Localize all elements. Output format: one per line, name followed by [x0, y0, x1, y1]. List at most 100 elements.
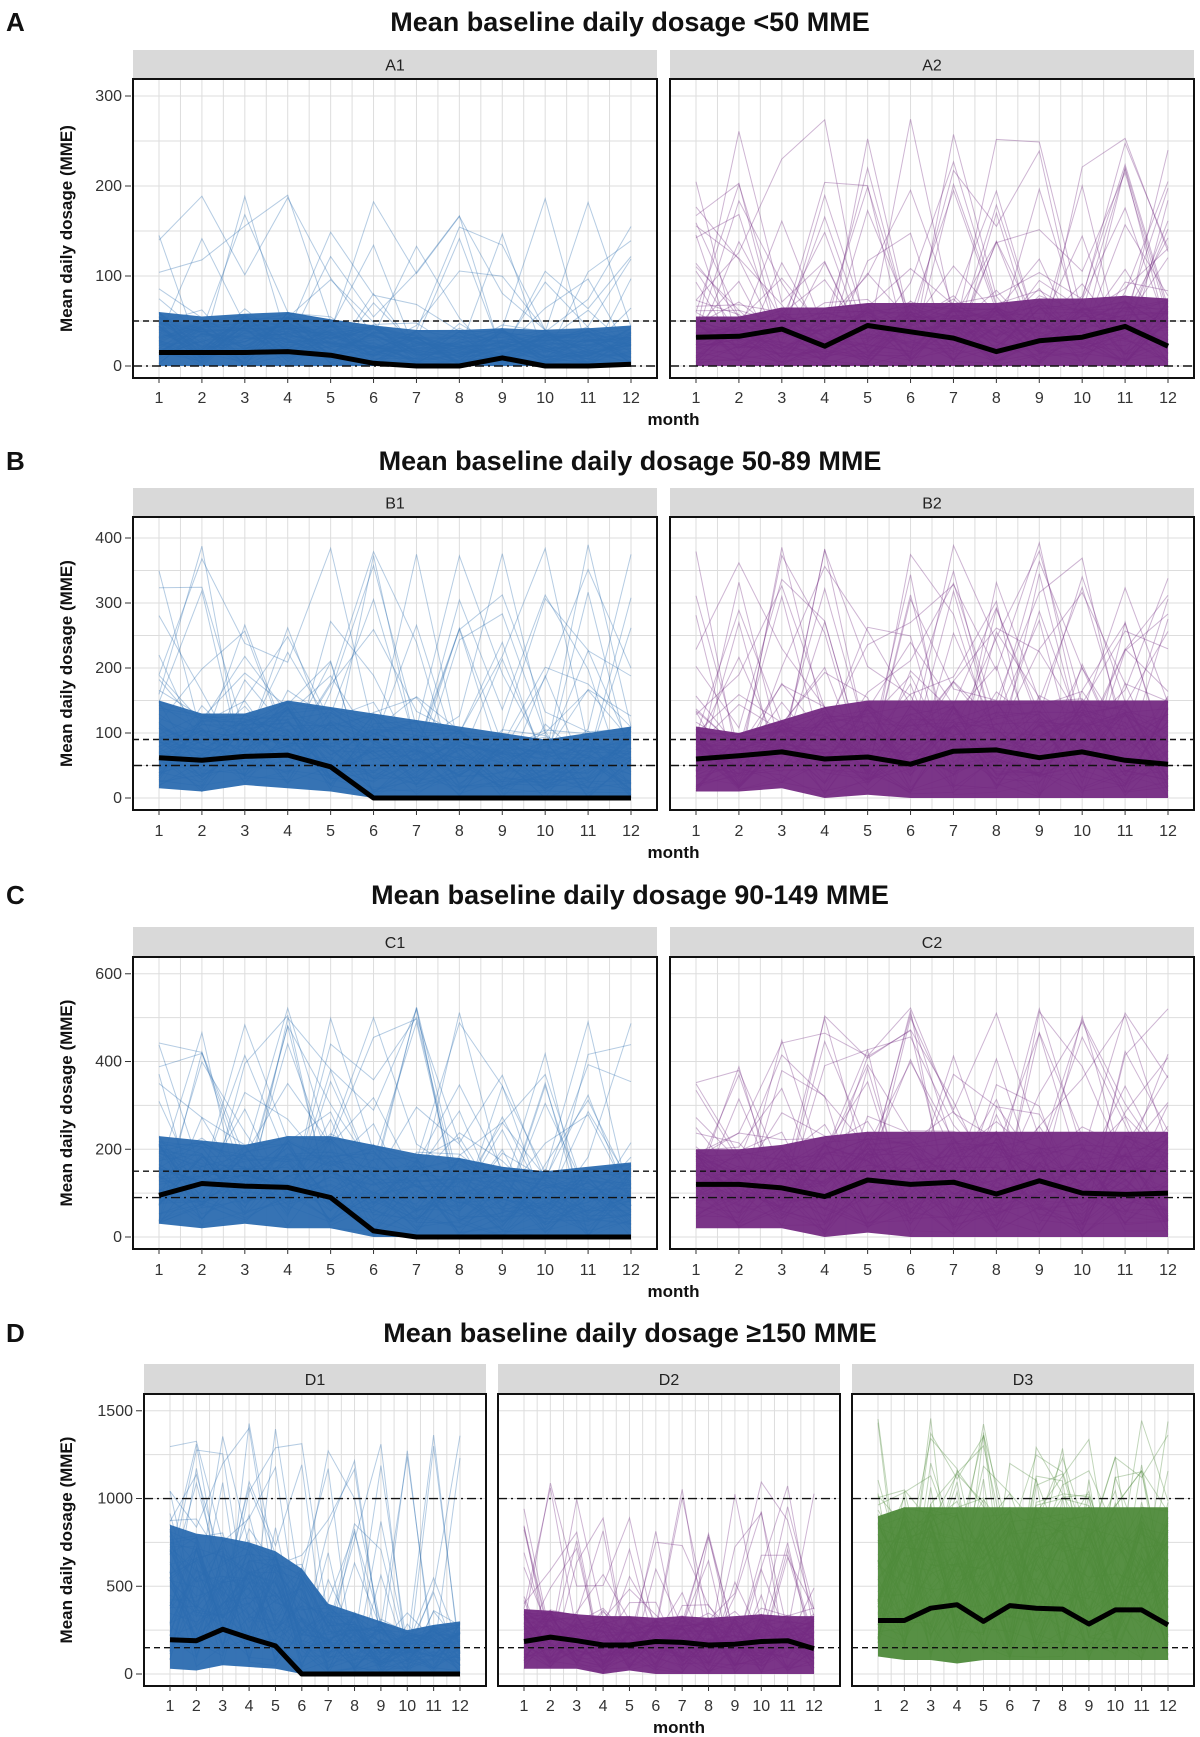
- x-tick-label: 6: [369, 390, 378, 407]
- x-tick-label: 8: [350, 1698, 359, 1715]
- x-tick-label: 4: [283, 1262, 292, 1279]
- trajectory-line: [158, 1014, 632, 1238]
- mean-trajectory-line: [159, 349, 632, 369]
- y-tick-label: 300: [95, 595, 122, 612]
- x-tick-label: 10: [1073, 823, 1091, 840]
- x-tick-label: 8: [455, 1262, 464, 1279]
- x-tick-label: 3: [777, 823, 786, 840]
- mean-trajectory-line: [878, 1602, 1170, 1628]
- x-tick-label: 3: [240, 390, 249, 407]
- y-tick-label: 0: [113, 358, 122, 375]
- trajectory-line: [158, 1006, 632, 1237]
- x-tick-label: 11: [580, 823, 597, 840]
- mean-trajectory-line: [695, 747, 1169, 767]
- x-tick-label: 5: [625, 1698, 634, 1715]
- x-tick-label: 5: [863, 390, 872, 407]
- x-tick-label: 9: [730, 1698, 739, 1715]
- y-tick-label: 100: [95, 725, 122, 742]
- x-tick-label: 6: [369, 823, 378, 840]
- dense-band: [159, 1136, 631, 1237]
- x-tick-label: 9: [1084, 1698, 1093, 1715]
- x-tick-label: 1: [166, 1698, 175, 1715]
- x-tick-label: 11: [580, 390, 597, 407]
- x-tick-label: 1: [692, 823, 701, 840]
- x-tick-label: 6: [651, 1698, 660, 1715]
- facet-strip: [133, 488, 657, 517]
- panel-border: [669, 78, 1195, 379]
- x-tick-label: 3: [777, 390, 786, 407]
- panel-border: [851, 1393, 1195, 1687]
- x-tick-label: 8: [455, 390, 464, 407]
- x-tick-label: 2: [546, 1698, 555, 1715]
- trajectory-line: [695, 1007, 1169, 1168]
- section-title: Mean baseline daily dosage ≥150 MME: [383, 1318, 877, 1348]
- panel-c1: C11 2 3 4 5 6 7 8 9 10 11 12: [132, 927, 658, 1279]
- x-tick-label: 2: [900, 1698, 909, 1715]
- x-tick-label: 3: [240, 1262, 249, 1279]
- x-tick-label: 2: [192, 1698, 201, 1715]
- y-tick-label: 200: [95, 1141, 122, 1158]
- x-tick-label: 3: [777, 1262, 786, 1279]
- x-axis-title: month: [653, 1718, 705, 1737]
- x-tick-label: 2: [197, 823, 206, 840]
- panel-border: [669, 516, 1195, 811]
- trajectory-line: [695, 557, 1169, 774]
- x-tick-label: 4: [820, 390, 829, 407]
- x-tick-label: 10: [398, 1698, 416, 1715]
- panel-d1: D11 2 3 4 5 6 7 8 9 10 11 12: [143, 1364, 487, 1715]
- x-tick-label: 7: [678, 1698, 687, 1715]
- x-tick-label: 6: [369, 1262, 378, 1279]
- x-tick-label: 12: [1159, 823, 1177, 840]
- panel-d2: D21 2 3 4 5 6 7 8 9 10 11 12: [497, 1364, 841, 1715]
- x-tick-label: 12: [451, 1698, 469, 1715]
- x-tick-label: 2: [734, 1262, 743, 1279]
- x-axis-title: month: [648, 1282, 700, 1301]
- x-tick-label: 2: [197, 390, 206, 407]
- y-tick-label: 300: [95, 88, 122, 105]
- y-tick-label: 0: [113, 790, 122, 807]
- x-tick-label: 7: [412, 390, 421, 407]
- x-tick-label: 7: [412, 1262, 421, 1279]
- x-tick-label: 4: [245, 1698, 254, 1715]
- x-tick-label: 10: [536, 823, 554, 840]
- dense-band: [696, 700, 1168, 798]
- panel-border: [132, 78, 658, 379]
- x-tick-label: 10: [536, 1262, 554, 1279]
- facet-label: B2: [922, 496, 942, 513]
- y-axis-title: Mean daily dosage (MME): [57, 1000, 76, 1207]
- panel-border: [497, 1393, 841, 1687]
- x-tick-label: 7: [1032, 1698, 1041, 1715]
- x-tick-label: 3: [572, 1698, 581, 1715]
- mean-trajectory-line: [696, 1177, 1169, 1200]
- x-tick-label: 5: [326, 390, 335, 407]
- section-letter: B: [6, 446, 25, 476]
- panel-a1: A11 2 3 4 5 6 7 8 9 10 11 12: [132, 50, 658, 407]
- x-tick-label: 2: [734, 823, 743, 840]
- section-c: C Mean baseline daily dosage 90-149 MME Me…: [6, 880, 1195, 1301]
- panel-a2: A21 2 3 4 5 6 7 8 9 10 11 12: [669, 50, 1195, 407]
- panel-border: [143, 1393, 487, 1687]
- x-tick-label: 7: [949, 823, 958, 840]
- x-tick-label: 5: [326, 823, 335, 840]
- x-tick-label: 11: [425, 1698, 442, 1715]
- facet-strip: [670, 927, 1194, 957]
- facet-strip: [144, 1364, 486, 1394]
- mean-trajectory-line: [158, 1181, 631, 1240]
- x-tick-label: 9: [498, 390, 507, 407]
- x-tick-label: 8: [992, 823, 1001, 840]
- x-tick-label: 9: [1035, 390, 1044, 407]
- mean-trajectory-line: [169, 1626, 460, 1677]
- y-tick-label: 500: [106, 1578, 133, 1595]
- dense-band: [159, 700, 631, 798]
- x-tick-label: 9: [498, 1262, 507, 1279]
- panel-b1: B11 2 3 4 5 6 7 8 9 10 11 12: [132, 488, 658, 840]
- x-tick-label: 4: [953, 1698, 962, 1715]
- facet-label: D3: [1013, 1372, 1034, 1389]
- section-a: A Mean baseline daily dosage <50 MME Mean …: [6, 7, 1195, 429]
- x-tick-label: 12: [805, 1698, 823, 1715]
- panel-border: [669, 956, 1195, 1250]
- x-axis-title: month: [648, 410, 700, 429]
- x-tick-label: 10: [536, 390, 554, 407]
- section-title: Mean baseline daily dosage 90-149 MME: [371, 880, 889, 910]
